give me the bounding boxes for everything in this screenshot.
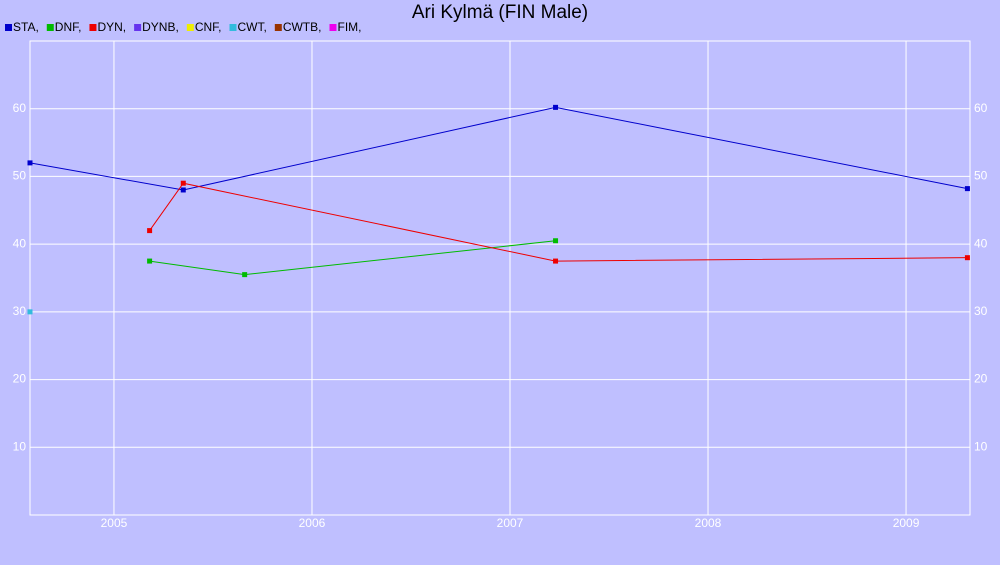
x-tick-label: 2006 <box>299 516 326 530</box>
legend-swatch <box>329 24 337 31</box>
y-tick-label: 10 <box>13 439 27 453</box>
x-tick-label: 2009 <box>893 516 920 530</box>
y-tick-label: 30 <box>13 304 27 318</box>
data-point <box>27 309 33 315</box>
data-point <box>964 255 970 261</box>
y-tick-label: 60 <box>13 101 27 115</box>
x-tick-label: 2008 <box>695 516 722 530</box>
legend-swatch <box>46 24 54 31</box>
legend-label: DNF, <box>55 20 82 34</box>
legend-label: DYNB, <box>142 20 179 34</box>
y-tick-label: 40 <box>13 236 27 250</box>
y-tick-label: 20 <box>974 372 988 386</box>
data-point <box>27 160 33 166</box>
legend-label: DYN, <box>97 20 126 34</box>
x-tick-label: 2007 <box>497 516 524 530</box>
x-tick-label: 2005 <box>101 516 128 530</box>
data-point <box>147 258 153 264</box>
legend-swatch <box>274 24 282 31</box>
data-point <box>964 186 970 192</box>
data-point <box>180 180 186 186</box>
y-tick-label: 30 <box>974 304 988 318</box>
chart-title: Ari Kylmä (FIN Male) <box>412 2 588 23</box>
legend-swatch <box>5 24 12 31</box>
legend-swatch <box>186 24 194 31</box>
series-line <box>149 182 968 262</box>
legend-label: CWTB, <box>283 20 322 34</box>
plot-area <box>29 40 971 516</box>
data-point <box>180 187 186 193</box>
legend-label: FIM, <box>337 20 361 34</box>
y-tick-label: 50 <box>13 169 27 183</box>
series-line <box>29 106 968 191</box>
legend-label: STA, <box>13 20 39 34</box>
legend-swatch <box>134 24 142 31</box>
data-point <box>553 104 559 110</box>
legend-swatch <box>229 24 237 31</box>
data-point <box>147 228 153 234</box>
y-tick-label: 50 <box>974 169 988 183</box>
y-tick-label: 60 <box>974 101 988 115</box>
y-tick-label: 10 <box>974 439 988 453</box>
data-point <box>553 238 559 244</box>
legend-label: CNF, <box>195 20 222 34</box>
y-tick-label: 20 <box>13 372 27 386</box>
y-tick-label: 40 <box>974 236 988 250</box>
data-point <box>553 258 559 264</box>
legend-label: CWT, <box>237 20 266 34</box>
data-point <box>242 272 248 278</box>
legend-swatch <box>89 24 97 31</box>
